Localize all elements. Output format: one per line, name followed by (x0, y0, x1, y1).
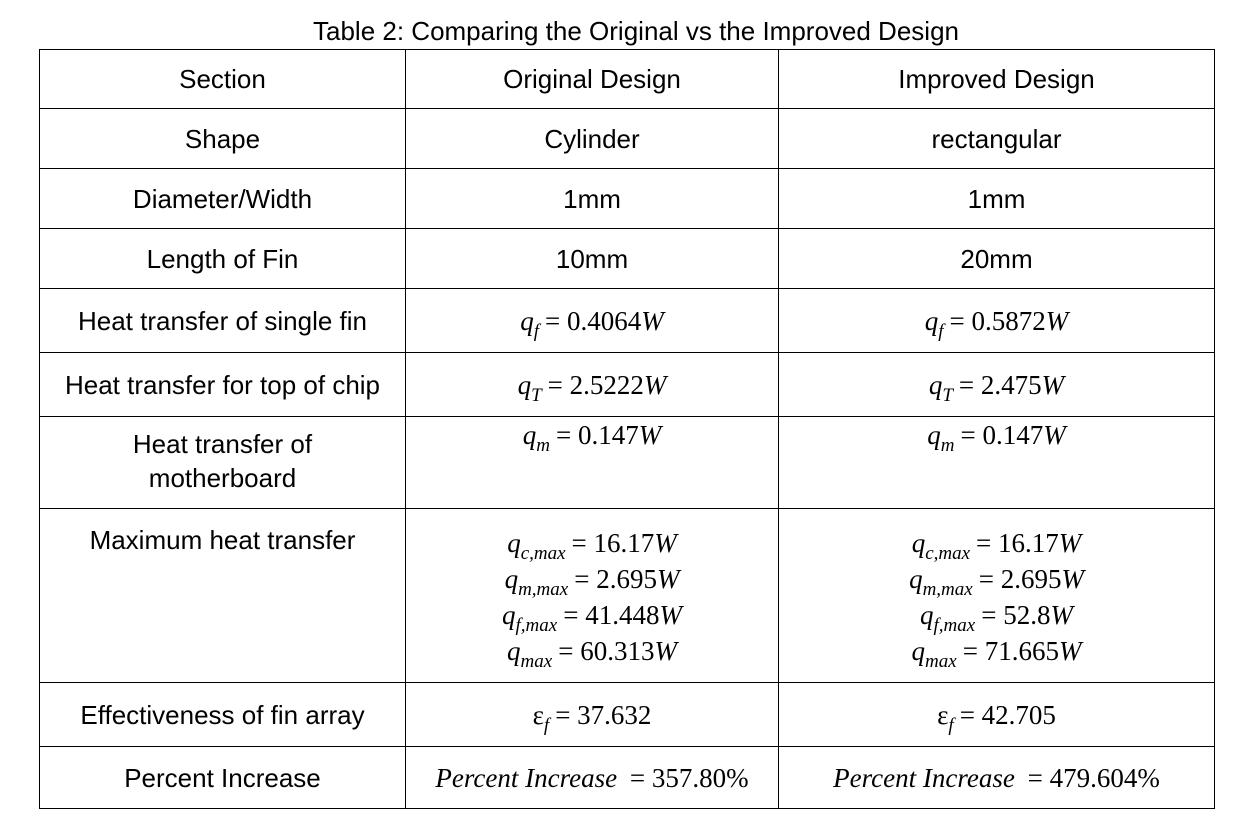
equation-top-chip-original: qT = 2.5222W (517, 369, 667, 406)
equation-percent-original: Percent Increase = 357.80% (435, 762, 749, 793)
equation-qm-max-original: qm,max = 2.695W (504, 564, 680, 600)
table-row-motherboard: Heat transfer of motherboard qm = 0.147W … (39, 416, 1215, 509)
header-improved-design: Improved Design (778, 49, 1215, 109)
equation-motherboard-improved: qm = 0.147W (927, 420, 1066, 456)
equation-percent-improved: Percent Increase = 479.604% (833, 762, 1160, 793)
row-label-effectiveness: Effectiveness of fin array (39, 682, 406, 747)
motherboard-improved: qm = 0.147W (778, 416, 1215, 509)
max-heat-improved: qc,max = 16.17W qm,max = 2.695W qf,max = 52… (778, 508, 1215, 683)
row-label-diameter: Diameter/Width (39, 168, 406, 229)
equation-single-fin-improved: qf = 0.5872W (924, 305, 1069, 342)
equation-effectiveness-improved: εf = 42.705 (937, 699, 1056, 736)
length-improved: 20mm (778, 228, 1215, 289)
row-label-length: Length of Fin (39, 228, 406, 289)
effectiveness-improved: εf = 42.705 (778, 682, 1215, 747)
row-label-percent: Percent Increase (39, 746, 406, 809)
equation-qm-max-improved: qm,max = 2.695W (909, 564, 1084, 600)
table-caption: Table 2: Comparing the Original vs the I… (313, 16, 959, 46)
shape-original: Cylinder (405, 108, 779, 169)
diameter-original: 1mm (405, 168, 779, 229)
equation-motherboard-original: qm = 0.147W (522, 420, 662, 456)
comparison-table: Section Original Design Improved Design … (39, 49, 1215, 809)
single-fin-original: qf = 0.4064W (405, 288, 779, 353)
equation-stack-original: qc,max = 16.17W qm,max = 2.695W qf,max = 41… (406, 525, 778, 672)
table-row-top-chip: Heat transfer for top of chip qT = 2.5222… (39, 352, 1215, 417)
table-row-effectiveness: Effectiveness of fin array εf = 37.632 εf… (39, 682, 1215, 747)
header-row: Section Original Design Improved Design (39, 49, 1215, 109)
row-label-single-fin: Heat transfer of single fin (39, 288, 406, 353)
top-chip-improved: qT = 2.475W (778, 352, 1215, 417)
equation-stack-improved: qc,max = 16.17W qm,max = 2.695W qf,max = 52… (779, 525, 1214, 672)
diameter-improved: 1mm (778, 168, 1215, 229)
equation-qc-max-original: qc,max = 16.17W (507, 528, 677, 564)
percent-original: Percent Increase = 357.80% (405, 746, 779, 809)
equation-qf-max-improved: qf,max = 52.8W (920, 600, 1073, 636)
percent-improved: Percent Increase = 479.604% (778, 746, 1215, 809)
shape-improved: rectangular (778, 108, 1215, 169)
table-row-single-fin: Heat transfer of single fin qf = 0.4064W … (39, 288, 1215, 353)
motherboard-original: qm = 0.147W (405, 416, 779, 509)
equation-single-fin-original: qf = 0.4064W (520, 305, 664, 342)
effectiveness-original: εf = 37.632 (405, 682, 779, 747)
table-row-max-heat: Maximum heat transfer qc,max = 16.17W qm,… (39, 508, 1215, 683)
single-fin-improved: qf = 0.5872W (778, 288, 1215, 353)
row-label-motherboard: Heat transfer of motherboard (39, 416, 406, 509)
equation-qc-max-improved: qc,max = 16.17W (911, 528, 1082, 564)
length-original: 10mm (405, 228, 779, 289)
equation-q-max-improved: qmax = 71.665W (911, 636, 1082, 672)
row-label-motherboard-line2: motherboard (148, 463, 297, 493)
header-section: Section (39, 49, 406, 109)
equation-q-max-original: qmax = 60.313W (507, 636, 677, 672)
top-chip-original: qT = 2.5222W (405, 352, 779, 417)
equation-qf-max-original: qf,max = 41.448W (502, 600, 682, 636)
table-row-diameter: Diameter/Width 1mm 1mm (39, 168, 1215, 229)
table-row-percent: Percent Increase Percent Increase = 357.… (39, 746, 1215, 809)
table-row-shape: Shape Cylinder rectangular (39, 108, 1215, 169)
table-row-length: Length of Fin 10mm 20mm (39, 228, 1215, 289)
row-label-max-heat: Maximum heat transfer (39, 508, 406, 683)
row-label-top-chip: Heat transfer for top of chip (39, 352, 406, 417)
row-label-motherboard-line1: Heat transfer of (132, 429, 313, 459)
equation-effectiveness-original: εf = 37.632 (532, 699, 652, 736)
equation-top-chip-improved: qT = 2.475W (928, 369, 1065, 406)
row-label-shape: Shape (39, 108, 406, 169)
header-original-design: Original Design (405, 49, 779, 109)
max-heat-original: qc,max = 16.17W qm,max = 2.695W qf,max = 41… (405, 508, 779, 683)
